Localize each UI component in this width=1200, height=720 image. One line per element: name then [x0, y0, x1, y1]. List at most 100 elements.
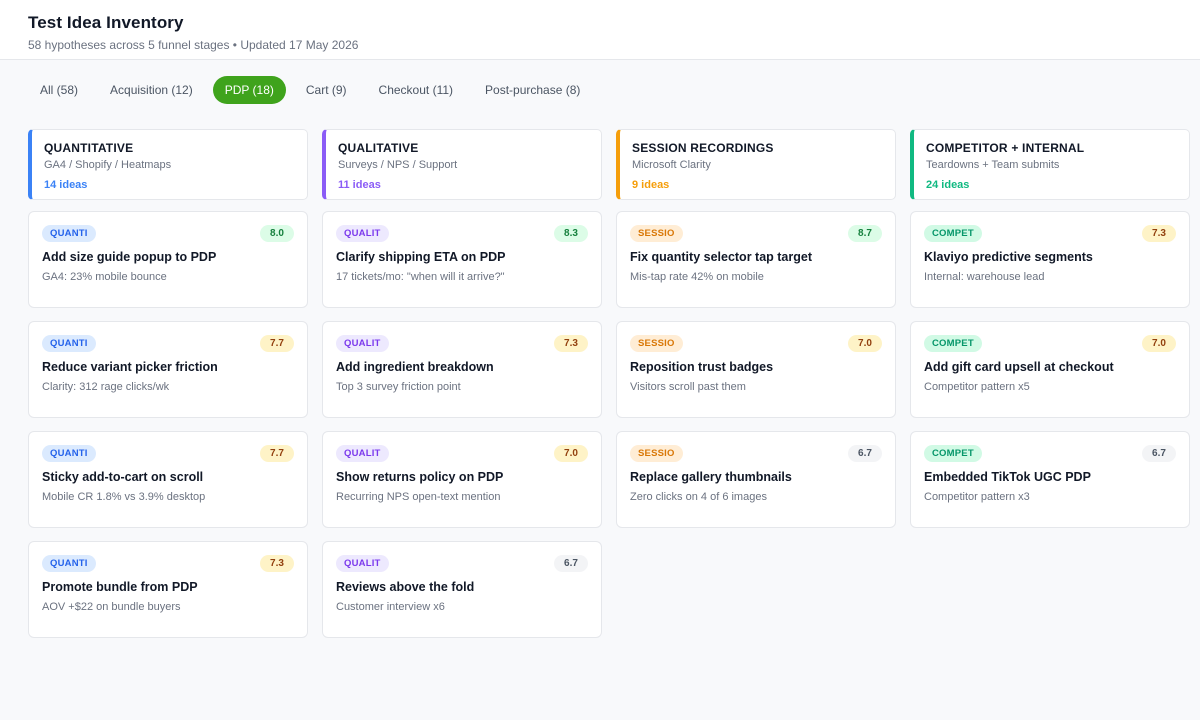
idea-evidence: GA4: 23% mobile bounce	[42, 271, 167, 283]
idea-evidence: Mobile CR 1.8% vs 3.9% desktop	[42, 491, 206, 503]
source-tag: SESSIO	[630, 224, 683, 242]
idea-card[interactable]: QUANTI 8.0 Add size guide popup to PDP GA4:…	[28, 211, 308, 308]
tab-all[interactable]: All (58)	[40, 83, 79, 97]
idea-card[interactable]: COMPET 7.0 Add gift card upsell at checkou…	[910, 321, 1190, 418]
tab-checkout[interactable]: Checkout (11)	[378, 83, 454, 97]
card-header: QUANTI 7.7	[42, 334, 294, 352]
idea-title: Replace gallery thumbnails	[630, 470, 792, 484]
idea-evidence: Top 3 survey friction point	[336, 381, 461, 393]
score-badge: 7.3	[1142, 224, 1176, 242]
idea-title: Reduce variant picker friction	[42, 360, 218, 374]
idea-evidence: Clarity: 312 rage clicks/wk	[42, 381, 170, 393]
column-sources: Surveys / NPS / Support	[338, 159, 458, 171]
idea-evidence: Mis-tap rate 42% on mobile	[630, 271, 764, 283]
source-tag: COMPET	[924, 334, 982, 352]
idea-title: Add size guide popup to PDP	[42, 250, 217, 264]
column-idea-count: 11 ideas	[338, 179, 381, 191]
column-idea-count: 9 ideas	[632, 179, 670, 191]
column-sources: Microsoft Clarity	[632, 159, 711, 171]
idea-card[interactable]: QUANTI 7.7 Sticky add-to-cart on scroll Mob…	[28, 431, 308, 528]
card-header: QUANTI 7.3	[42, 554, 294, 572]
tab-pdp[interactable]: PDP (18)	[212, 76, 286, 104]
score-badge: 6.7	[1142, 444, 1176, 462]
score-badge: 7.3	[260, 554, 294, 572]
idea-card[interactable]: SESSIO 7.0 Reposition trust badges Visitors…	[616, 321, 896, 418]
idea-card[interactable]: QUANTI 7.3 Promote bundle from PDP AOV +$22…	[28, 541, 308, 638]
idea-card[interactable]: COMPET 7.3 Klaviyo predictive segments Inte…	[910, 211, 1190, 308]
funnel-stage-tabs: All (58) Acquisition (12) PDP (18) Cart …	[28, 76, 1200, 104]
source-tag: SESSIO	[630, 334, 683, 352]
idea-board: QUANTITATIVE GA4 / Shopify / Heatmaps 14 i…	[28, 129, 1190, 651]
idea-title: Show returns policy on PDP	[336, 470, 504, 484]
card-header: QUALIT 7.0	[336, 444, 588, 462]
column-title: QUANTITATIVE	[44, 141, 134, 155]
source-tag: QUANTI	[42, 444, 96, 462]
idea-card[interactable]: QUALIT 7.0 Show returns policy on PDP Recur…	[322, 431, 602, 528]
idea-title: Fix quantity selector tap target	[630, 250, 812, 264]
column-idea-count: 14 ideas	[44, 179, 88, 191]
idea-evidence: Customer interview x6	[336, 601, 445, 613]
score-badge: 7.7	[260, 334, 294, 352]
page-subtitle: 58 hypotheses across 5 funnel stages • U…	[28, 38, 359, 52]
idea-card[interactable]: QUALIT 7.3 Add ingredient breakdown Top 3 s…	[322, 321, 602, 418]
tab-post-purchase[interactable]: Post-purchase (8)	[485, 83, 581, 97]
idea-title: Sticky add-to-cart on scroll	[42, 470, 204, 484]
source-tag: QUALIT	[336, 334, 389, 352]
source-tag: QUALIT	[336, 224, 389, 242]
column-title: SESSION RECORDINGS	[632, 141, 774, 155]
card-header: COMPET 6.7	[924, 444, 1176, 462]
idea-card[interactable]: SESSIO 6.7 Replace gallery thumbnails Zero …	[616, 431, 896, 528]
column-session: SESSION RECORDINGS Microsoft Clarity 9 ide…	[616, 129, 896, 651]
idea-title: Klaviyo predictive segments	[924, 250, 1093, 264]
idea-title: Add gift card upsell at checkout	[924, 360, 1114, 374]
score-badge: 8.3	[554, 224, 588, 242]
column-header-comp: COMPETITOR + INTERNAL Teardowns + Team su…	[910, 129, 1190, 200]
column-sources: GA4 / Shopify / Heatmaps	[44, 159, 172, 171]
idea-evidence: AOV +$22 on bundle buyers	[42, 601, 181, 613]
idea-evidence: Visitors scroll past them	[630, 381, 746, 393]
idea-title: Promote bundle from PDP	[42, 580, 198, 594]
card-header: QUALIT 8.3	[336, 224, 588, 242]
card-header: SESSIO 6.7	[630, 444, 882, 462]
source-tag: SESSIO	[630, 444, 683, 462]
idea-title: Clarify shipping ETA on PDP	[336, 250, 506, 264]
column-header-qual: QUALITATIVE Surveys / NPS / Support 11 ide…	[322, 129, 602, 200]
column-header-session: SESSION RECORDINGS Microsoft Clarity 9 ide…	[616, 129, 896, 200]
source-tag: COMPET	[924, 444, 982, 462]
idea-card[interactable]: QUANTI 7.7 Reduce variant picker friction C…	[28, 321, 308, 418]
card-header: QUANTI 8.0	[42, 224, 294, 242]
column-header-quant: QUANTITATIVE GA4 / Shopify / Heatmaps 14 i…	[28, 129, 308, 200]
column-idea-count: 24 ideas	[926, 179, 970, 191]
page-header: Test Idea Inventory 58 hypotheses across…	[0, 0, 1200, 60]
score-badge: 7.3	[554, 334, 588, 352]
page-title: Test Idea Inventory	[28, 13, 184, 32]
score-badge: 6.7	[554, 554, 588, 572]
column-qual: QUALITATIVE Surveys / NPS / Support 11 ide…	[322, 129, 602, 651]
card-header: QUANTI 7.7	[42, 444, 294, 462]
card-header: QUALIT 6.7	[336, 554, 588, 572]
idea-card[interactable]: SESSIO 8.7 Fix quantity selector tap targe…	[616, 211, 896, 308]
card-header: COMPET 7.3	[924, 224, 1176, 242]
idea-evidence: Internal: warehouse lead	[924, 271, 1045, 283]
idea-evidence: Zero clicks on 4 of 6 images	[630, 491, 767, 503]
source-tag: QUANTI	[42, 334, 96, 352]
idea-title: Reviews above the fold	[336, 580, 475, 594]
tab-acquisition[interactable]: Acquisition (12)	[110, 83, 193, 97]
score-badge: 8.0	[260, 224, 294, 242]
source-tag: QUALIT	[336, 554, 389, 572]
card-header: SESSIO 8.7	[630, 224, 882, 242]
source-tag: QUANTI	[42, 224, 96, 242]
source-tag: COMPET	[924, 224, 982, 242]
column-sources: Teardowns + Team submits	[926, 159, 1060, 171]
card-header: COMPET 7.0	[924, 334, 1176, 352]
idea-card[interactable]: COMPET 6.7 Embedded TikTok UGC PDP Competit…	[910, 431, 1190, 528]
tab-cart[interactable]: Cart (9)	[305, 83, 347, 97]
card-header: SESSIO 7.0	[630, 334, 882, 352]
score-badge: 7.0	[848, 334, 882, 352]
idea-card[interactable]: QUALIT 6.7 Reviews above the fold Customer …	[322, 541, 602, 638]
source-tag: QUANTI	[42, 554, 96, 572]
column-comp: COMPETITOR + INTERNAL Teardowns + Team su…	[910, 129, 1190, 651]
score-badge: 7.7	[260, 444, 294, 462]
source-tag: QUALIT	[336, 444, 389, 462]
idea-card[interactable]: QUALIT 8.3 Clarify shipping ETA on PDP 17 t…	[322, 211, 602, 308]
